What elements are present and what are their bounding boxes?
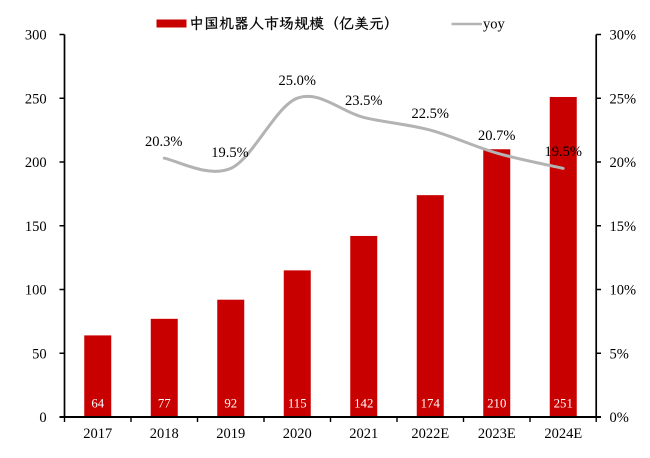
svg-text:19.5%: 19.5%	[545, 144, 582, 160]
svg-text:64: 64	[91, 397, 104, 411]
svg-text:20%: 20%	[610, 155, 637, 171]
svg-text:10%: 10%	[610, 283, 637, 299]
svg-text:22.5%: 22.5%	[412, 106, 449, 122]
svg-text:2021: 2021	[349, 426, 378, 442]
svg-text:2022E: 2022E	[411, 426, 449, 442]
svg-text:210: 210	[487, 397, 506, 411]
svg-text:0: 0	[39, 410, 46, 426]
svg-text:2024E: 2024E	[544, 426, 582, 442]
svg-text:23.5%: 23.5%	[345, 93, 382, 109]
svg-text:2017: 2017	[83, 426, 112, 442]
svg-text:yoy: yoy	[483, 17, 506, 33]
svg-text:25%: 25%	[610, 91, 637, 107]
svg-text:200: 200	[25, 155, 47, 171]
svg-text:92: 92	[224, 397, 237, 411]
svg-text:2018: 2018	[150, 426, 179, 442]
svg-text:115: 115	[288, 397, 307, 411]
svg-text:20.7%: 20.7%	[478, 128, 515, 144]
svg-text:20.3%: 20.3%	[145, 134, 182, 150]
svg-text:19.5%: 19.5%	[211, 145, 248, 161]
svg-text:250: 250	[25, 91, 47, 107]
svg-text:2019: 2019	[216, 426, 245, 442]
svg-text:77: 77	[158, 397, 171, 411]
svg-text:15%: 15%	[610, 219, 637, 235]
svg-text:174: 174	[421, 397, 441, 411]
svg-text:100: 100	[25, 283, 47, 299]
svg-text:150: 150	[25, 219, 47, 235]
svg-text:50: 50	[32, 346, 47, 362]
svg-text:251: 251	[554, 397, 573, 411]
svg-text:2023E: 2023E	[478, 426, 516, 442]
svg-text:142: 142	[354, 397, 373, 411]
svg-text:25.0%: 25.0%	[279, 73, 316, 89]
svg-text:5%: 5%	[610, 346, 629, 362]
svg-text:300: 300	[25, 28, 47, 44]
svg-text:0%: 0%	[610, 410, 629, 426]
svg-text:30%: 30%	[610, 28, 637, 44]
svg-text:2020: 2020	[283, 426, 312, 442]
